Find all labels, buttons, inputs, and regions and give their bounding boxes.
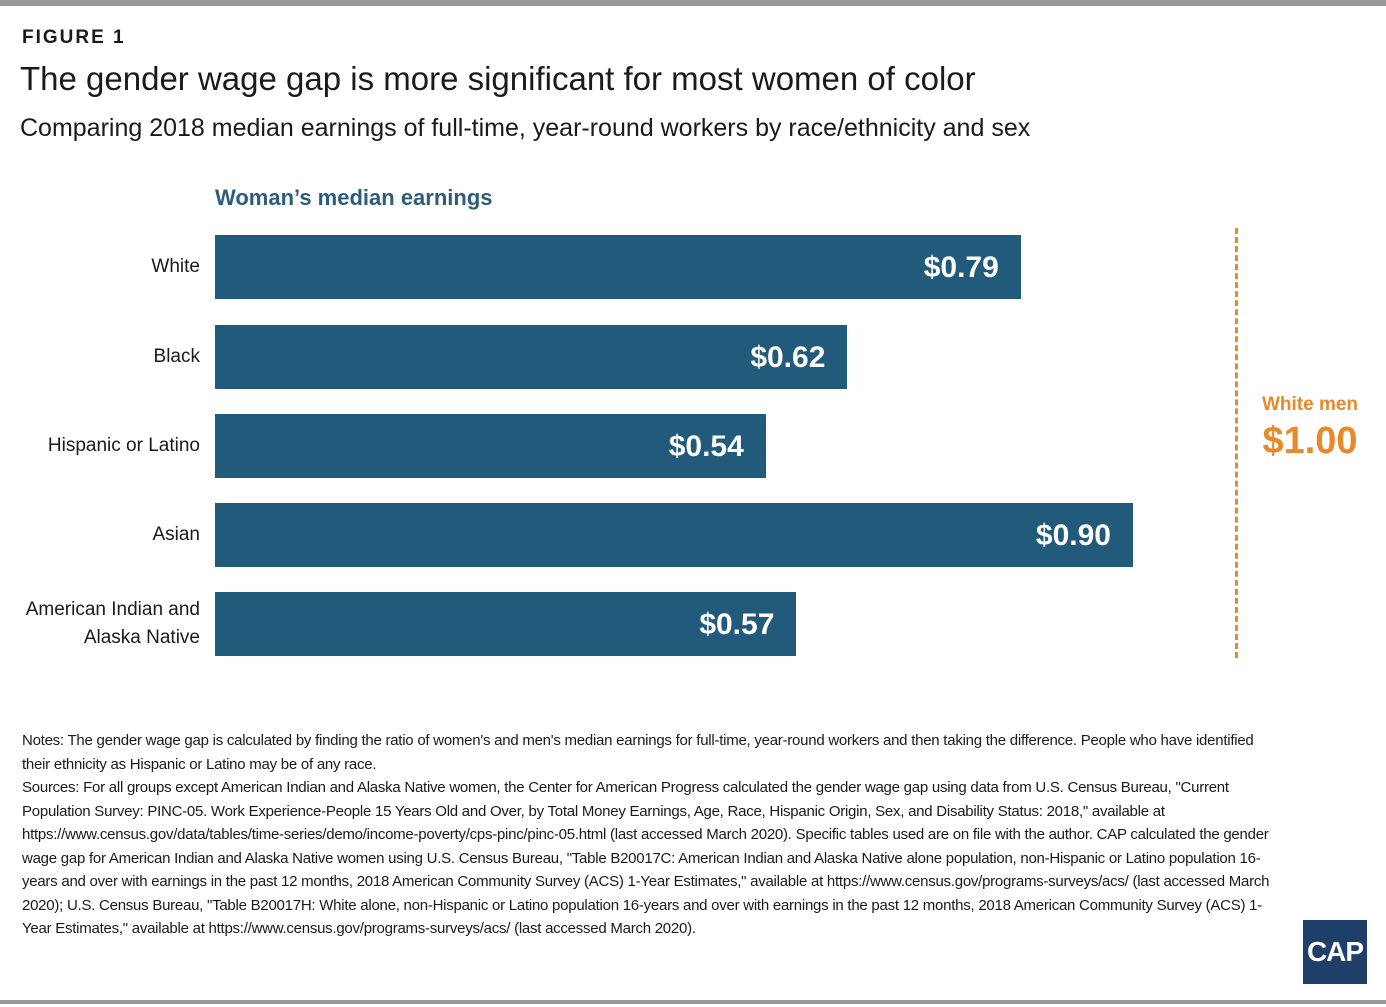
- reference-name: White men: [1261, 394, 1359, 415]
- bar: [215, 503, 1133, 567]
- chart-title: The gender wage gap is more significant …: [20, 60, 976, 97]
- sources-text: Sources: For all groups except American …: [22, 779, 1270, 937]
- category-label: American Indian and Alaska Native: [25, 599, 200, 648]
- value-label: $0.90: [1035, 519, 1111, 552]
- series-label: Woman’s median earnings: [215, 185, 493, 210]
- reference-value: $1.00: [1262, 420, 1358, 462]
- notes-text: Notes: The gender wage gap is calculated…: [22, 732, 1254, 773]
- bar: [215, 325, 848, 389]
- chart-subtitle: Comparing 2018 median earnings of full-t…: [20, 114, 1031, 142]
- value-label: $0.62: [750, 341, 826, 374]
- category-label: Hispanic or Latino: [47, 435, 200, 456]
- figure-label: FIGURE 1: [22, 27, 126, 48]
- category-label: Asian: [152, 524, 200, 545]
- bar: [215, 235, 1021, 299]
- category-label: White: [151, 256, 200, 277]
- reference-line: [1235, 228, 1238, 658]
- value-label: $0.79: [923, 251, 999, 284]
- bar: [215, 592, 797, 656]
- top-rule: [0, 0, 1386, 6]
- value-label: $0.57: [699, 608, 775, 641]
- category-label: Black: [153, 346, 200, 367]
- logo: CAP: [1303, 920, 1367, 984]
- notes: Notes: The gender wage gap is calculated…: [22, 729, 1272, 941]
- bottom-rule: [0, 1000, 1386, 1004]
- bar: [215, 414, 766, 478]
- value-label: $0.54: [668, 430, 744, 463]
